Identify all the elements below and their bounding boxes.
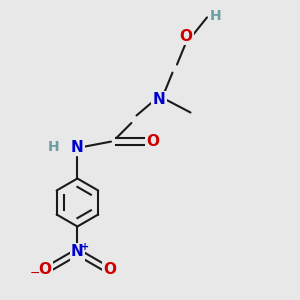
- Text: N: N: [153, 92, 165, 107]
- Text: H: H: [210, 10, 222, 23]
- Text: O: O: [103, 262, 116, 278]
- Text: +: +: [81, 242, 90, 253]
- Text: O: O: [179, 29, 193, 44]
- Text: −: −: [30, 267, 41, 280]
- Text: O: O: [146, 134, 160, 149]
- Text: N: N: [71, 140, 84, 154]
- Text: O: O: [38, 262, 52, 278]
- Text: N: N: [71, 244, 84, 260]
- Text: H: H: [48, 140, 59, 154]
